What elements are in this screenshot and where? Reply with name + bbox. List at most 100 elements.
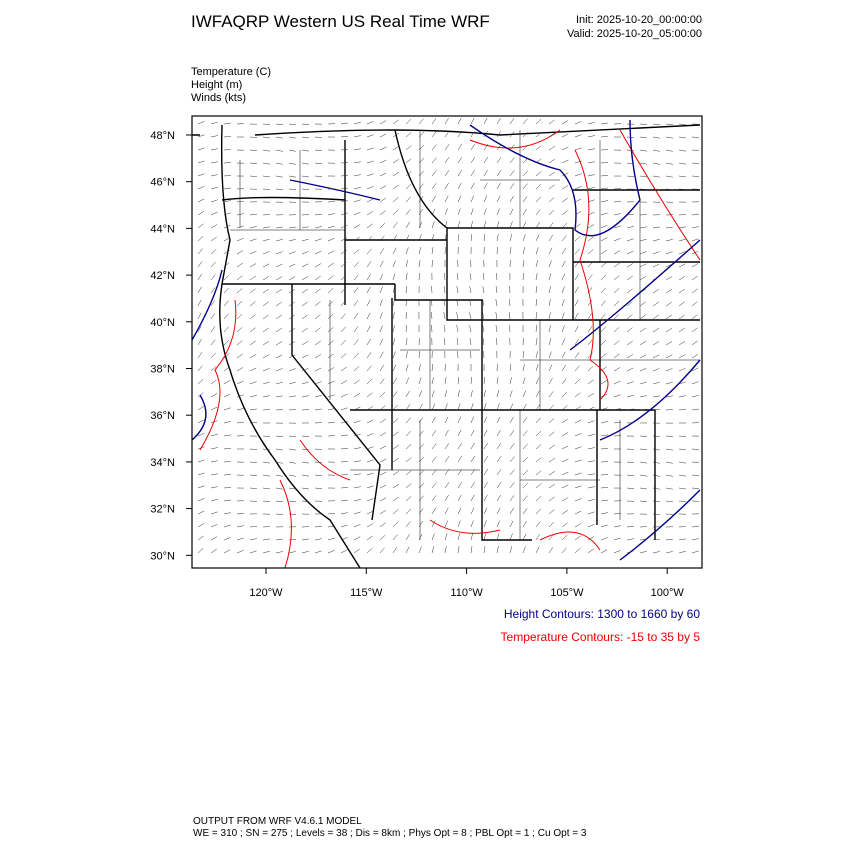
wind-barb: [652, 461, 660, 464]
wind-barb: [301, 327, 308, 333]
wind-barb: [353, 379, 360, 385]
wind-barb: [366, 173, 374, 177]
wind-barb: [522, 469, 529, 476]
wind-barb: [236, 237, 244, 242]
wind-barb: [548, 146, 556, 151]
wind-barb: [470, 234, 473, 242]
wind-barb: [379, 197, 386, 203]
wind-barb: [236, 394, 244, 398]
wind-barb: [639, 162, 647, 165]
wind-barb: [509, 131, 515, 138]
wind-barb: [509, 325, 511, 333]
wind-barb: [431, 183, 437, 190]
wind-barb: [444, 157, 450, 164]
wind-barb: [197, 419, 205, 424]
wind-barb: [613, 250, 621, 255]
wind-barb: [587, 473, 595, 476]
wind-barb: [535, 546, 540, 554]
wind-barb: [418, 495, 424, 502]
valid-time: Valid: 2025-10-20_05:00:00: [567, 28, 702, 40]
wind-barb: [431, 144, 437, 151]
wind-barb: [314, 226, 322, 229]
wind-barb: [431, 247, 434, 255]
wind-barb: [639, 149, 647, 152]
wind-barb: [379, 522, 386, 528]
wind-barb: [522, 247, 525, 255]
wind-barb: [392, 325, 395, 333]
temperature-contours: [199, 129, 701, 569]
wind-barb: [262, 123, 270, 125]
wind-barb: [652, 149, 660, 152]
wind-barb: [210, 211, 218, 216]
wind-barb: [678, 188, 686, 190]
wind-barb: [574, 433, 582, 437]
wind-barb: [678, 175, 686, 178]
wind-barb: [405, 286, 408, 294]
wind-barb: [483, 429, 488, 437]
wind-barb: [522, 546, 526, 554]
wind-barb: [483, 144, 489, 151]
wind-barb: [561, 260, 566, 268]
wind-barb: [587, 393, 595, 398]
wind-barb: [353, 352, 359, 359]
wind-barb: [301, 263, 309, 268]
wind-barb: [392, 247, 397, 255]
wind-barb: [223, 448, 231, 450]
wind-barb: [600, 262, 607, 268]
wind-barb: [665, 175, 673, 178]
wind-barb: [431, 118, 437, 125]
wind-barb: [405, 351, 408, 359]
wind-barb: [197, 312, 202, 320]
wind-barb: [665, 136, 673, 139]
wind-barb: [639, 354, 647, 359]
wind-barb: [483, 208, 487, 216]
wind-barb: [496, 234, 499, 242]
wind-barb: [392, 209, 399, 216]
wind-barb: [600, 434, 608, 437]
wind-barb: [443, 299, 446, 307]
wind-barb: [509, 208, 514, 216]
wind-barb: [678, 341, 686, 346]
wind-barb: [496, 338, 498, 346]
wind-barb: [262, 149, 270, 152]
wind-barb: [327, 313, 334, 320]
wind-barb: [626, 461, 634, 463]
wind-barb: [249, 395, 257, 398]
wind-barb: [509, 286, 511, 294]
wind-barb: [431, 390, 435, 398]
wind-barb: [535, 496, 542, 502]
wind-barb: [288, 538, 296, 541]
wind-barb: [275, 314, 282, 320]
wind-barb: [262, 435, 270, 437]
wind-barb: [418, 508, 424, 515]
wind-barb: [379, 338, 384, 346]
wind-barb: [457, 546, 460, 554]
wind-barb: [431, 469, 437, 476]
wind-barb: [405, 196, 411, 203]
wind-barb: [613, 300, 620, 307]
wind-barb: [379, 248, 385, 255]
wind-barb: [535, 377, 540, 385]
wind-barb: [197, 472, 205, 476]
wind-barb: [236, 380, 244, 385]
wind-barb: [405, 158, 412, 164]
wind-barb: [275, 448, 283, 451]
wind-barb: [366, 498, 374, 502]
wind-barb: [574, 510, 582, 515]
wind-barb: [561, 172, 569, 177]
wind-barb: [457, 157, 463, 164]
wind-barb: [600, 448, 608, 450]
wind-barb: [327, 537, 335, 541]
wind-barb: [210, 261, 216, 268]
wind-barb: [470, 117, 475, 125]
wind-barb: [652, 276, 660, 281]
wind-barb: [418, 443, 424, 450]
wind-barb: [223, 187, 231, 190]
wind-barb: [262, 188, 270, 190]
wind-barb: [379, 146, 387, 151]
wind-barb: [197, 248, 203, 255]
wind-barb: [535, 118, 542, 125]
wind-barb: [600, 537, 608, 541]
wind-barb: [301, 149, 309, 152]
wind-barb: [405, 247, 409, 255]
